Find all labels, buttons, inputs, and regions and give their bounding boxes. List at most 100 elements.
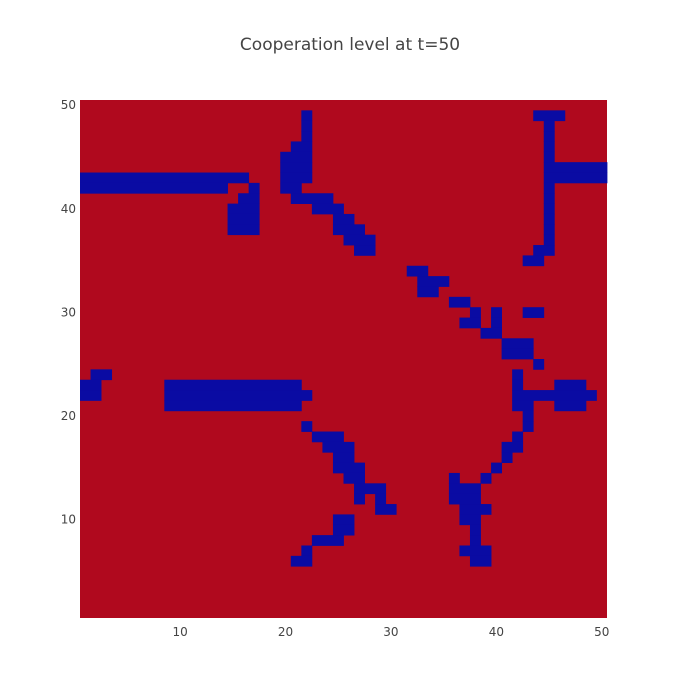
heatmap-cell-cooperator [522, 255, 545, 267]
heatmap-cell-cooperator [512, 379, 524, 391]
heatmap-cell-cooperator [80, 182, 228, 194]
x-tick-label: 30 [383, 625, 398, 639]
x-tick-label: 20 [278, 625, 293, 639]
heatmap-cell-cooperator [543, 151, 555, 163]
y-tick-label: 10 [61, 513, 76, 527]
heatmap-cell-cooperator [301, 131, 313, 142]
heatmap-cell-cooperator [543, 141, 555, 153]
heatmap-cell-cooperator [480, 472, 492, 484]
heatmap-cell-cooperator [227, 213, 260, 225]
heatmap-cell-cooperator [512, 431, 524, 443]
heatmap-cell-cooperator [501, 452, 513, 463]
heatmap-cell-cooperator [375, 493, 387, 505]
heatmap-cell-cooperator [543, 172, 608, 184]
heatmap-cell-cooperator [501, 441, 524, 453]
heatmap-cell-cooperator [90, 369, 113, 381]
heatmap-cell-cooperator [290, 141, 313, 153]
heatmap-cell-cooperator [227, 203, 260, 215]
heatmap-cell-cooperator [343, 472, 365, 484]
heatmap-cell-cooperator [448, 296, 471, 308]
heatmap-cell-cooperator [533, 110, 566, 122]
heatmap-cell-cooperator [522, 421, 534, 432]
x-tick-label: 10 [172, 625, 187, 639]
heatmap-cell-cooperator [448, 483, 481, 495]
heatmap-cell-cooperator [280, 151, 313, 163]
heatmap-cell-cooperator [375, 504, 397, 515]
heatmap-cell-cooperator [459, 514, 481, 526]
heatmap-cell-cooperator [311, 431, 344, 443]
heatmap-cell-cooperator [543, 120, 555, 132]
heatmap-cell-cooperator [543, 234, 555, 246]
heatmap-cell-cooperator [543, 224, 555, 236]
y-axis: 10 20 30 40 50 [61, 98, 76, 526]
heatmap-cell-cooperator [80, 172, 250, 184]
y-tick-label: 30 [61, 305, 76, 319]
heatmap-cell-cooperator [469, 535, 481, 546]
heatmap-cell-cooperator [543, 131, 555, 142]
heatmap-cell-cooperator [238, 193, 260, 204]
heatmap-cell-cooperator [512, 390, 597, 401]
heatmap-cell-cooperator [543, 193, 555, 204]
heatmap-cell-cooperator [543, 162, 608, 173]
heatmap-cell-cooperator [332, 524, 355, 536]
heatmap-cell-cooperator [301, 120, 313, 132]
heatmap-cell-cooperator [343, 234, 376, 246]
heatmap-cell-cooperator [301, 110, 313, 122]
heatmap-cell-cooperator [501, 348, 534, 360]
heatmap-cell-cooperator [417, 276, 450, 287]
heatmap-cell-cooperator [533, 359, 545, 370]
heatmap-cell-cooperator [554, 400, 587, 412]
heatmap-cell-cooperator [311, 535, 344, 546]
heatmap-cell-cooperator [248, 182, 260, 194]
heatmap-cell-cooperator [301, 545, 313, 557]
heatmap-cell-cooperator [491, 307, 502, 318]
heatmap-plot-area [80, 100, 608, 618]
heatmap-cell-cooperator [469, 307, 481, 318]
heatmap-cell-cooperator [290, 555, 313, 567]
heatmap-cell-cooperator [543, 213, 555, 225]
x-tick-label: 50 [594, 625, 609, 639]
heatmap-cell-cooperator [332, 213, 355, 225]
heatmap-cell-cooperator [332, 514, 355, 526]
heatmap-cell-cooperator [280, 172, 313, 184]
heatmap-cell-cooperator [533, 245, 555, 256]
heatmap-cell-cooperator [512, 400, 534, 412]
x-tick-label: 40 [489, 625, 504, 639]
heatmap-cell-cooperator [459, 317, 481, 329]
heatmap-cell-cooperator [311, 203, 344, 215]
heatmap-cell-cooperator [164, 379, 302, 391]
heatmap-cell-cooperator [280, 162, 313, 173]
heatmap-cell-cooperator [80, 379, 102, 391]
heatmap-cell-cooperator [417, 286, 439, 298]
heatmap-cell-cooperator [290, 193, 334, 204]
heatmap-cell-cooperator [480, 327, 502, 339]
heatmap-cell-cooperator [554, 379, 587, 391]
x-axis: 10 20 30 40 50 [172, 625, 609, 639]
chart-title: Cooperation level at t=50 [240, 35, 460, 55]
heatmap-cell-cooperator [164, 390, 313, 401]
heatmap-cell-cooperator [332, 224, 365, 236]
y-tick-label: 40 [61, 202, 76, 216]
heatmap-cell-cooperator [448, 472, 460, 484]
heatmap-cell-cooperator [469, 555, 492, 567]
heatmap-cell-cooperator [491, 462, 502, 474]
heatmap-cell-cooperator [80, 390, 102, 401]
heatmap-cell-cooperator [491, 317, 502, 329]
heatmap-cell-cooperator [543, 182, 555, 194]
heatmap-cell-cooperator [164, 400, 302, 412]
y-tick-label: 20 [61, 409, 76, 423]
heatmap-cell-cooperator [227, 224, 260, 236]
heatmap-cell-cooperator [354, 483, 387, 495]
heatmap-cell-cooperator [459, 504, 492, 515]
heatmap-cell-cooperator [459, 545, 492, 557]
heatmap-cell-cooperator [522, 307, 545, 318]
heatmap-cell-cooperator [469, 524, 481, 536]
heatmap-cell-cooperator [522, 410, 534, 422]
heatmap-cell-cooperator [301, 421, 313, 432]
heatmap-cell-cooperator [448, 493, 481, 505]
heatmap-cell-cooperator [354, 493, 365, 505]
heatmap-cell-cooperator [280, 182, 302, 194]
heatmap-cell-cooperator [332, 462, 365, 474]
heatmap-cell-cooperator [354, 245, 376, 256]
